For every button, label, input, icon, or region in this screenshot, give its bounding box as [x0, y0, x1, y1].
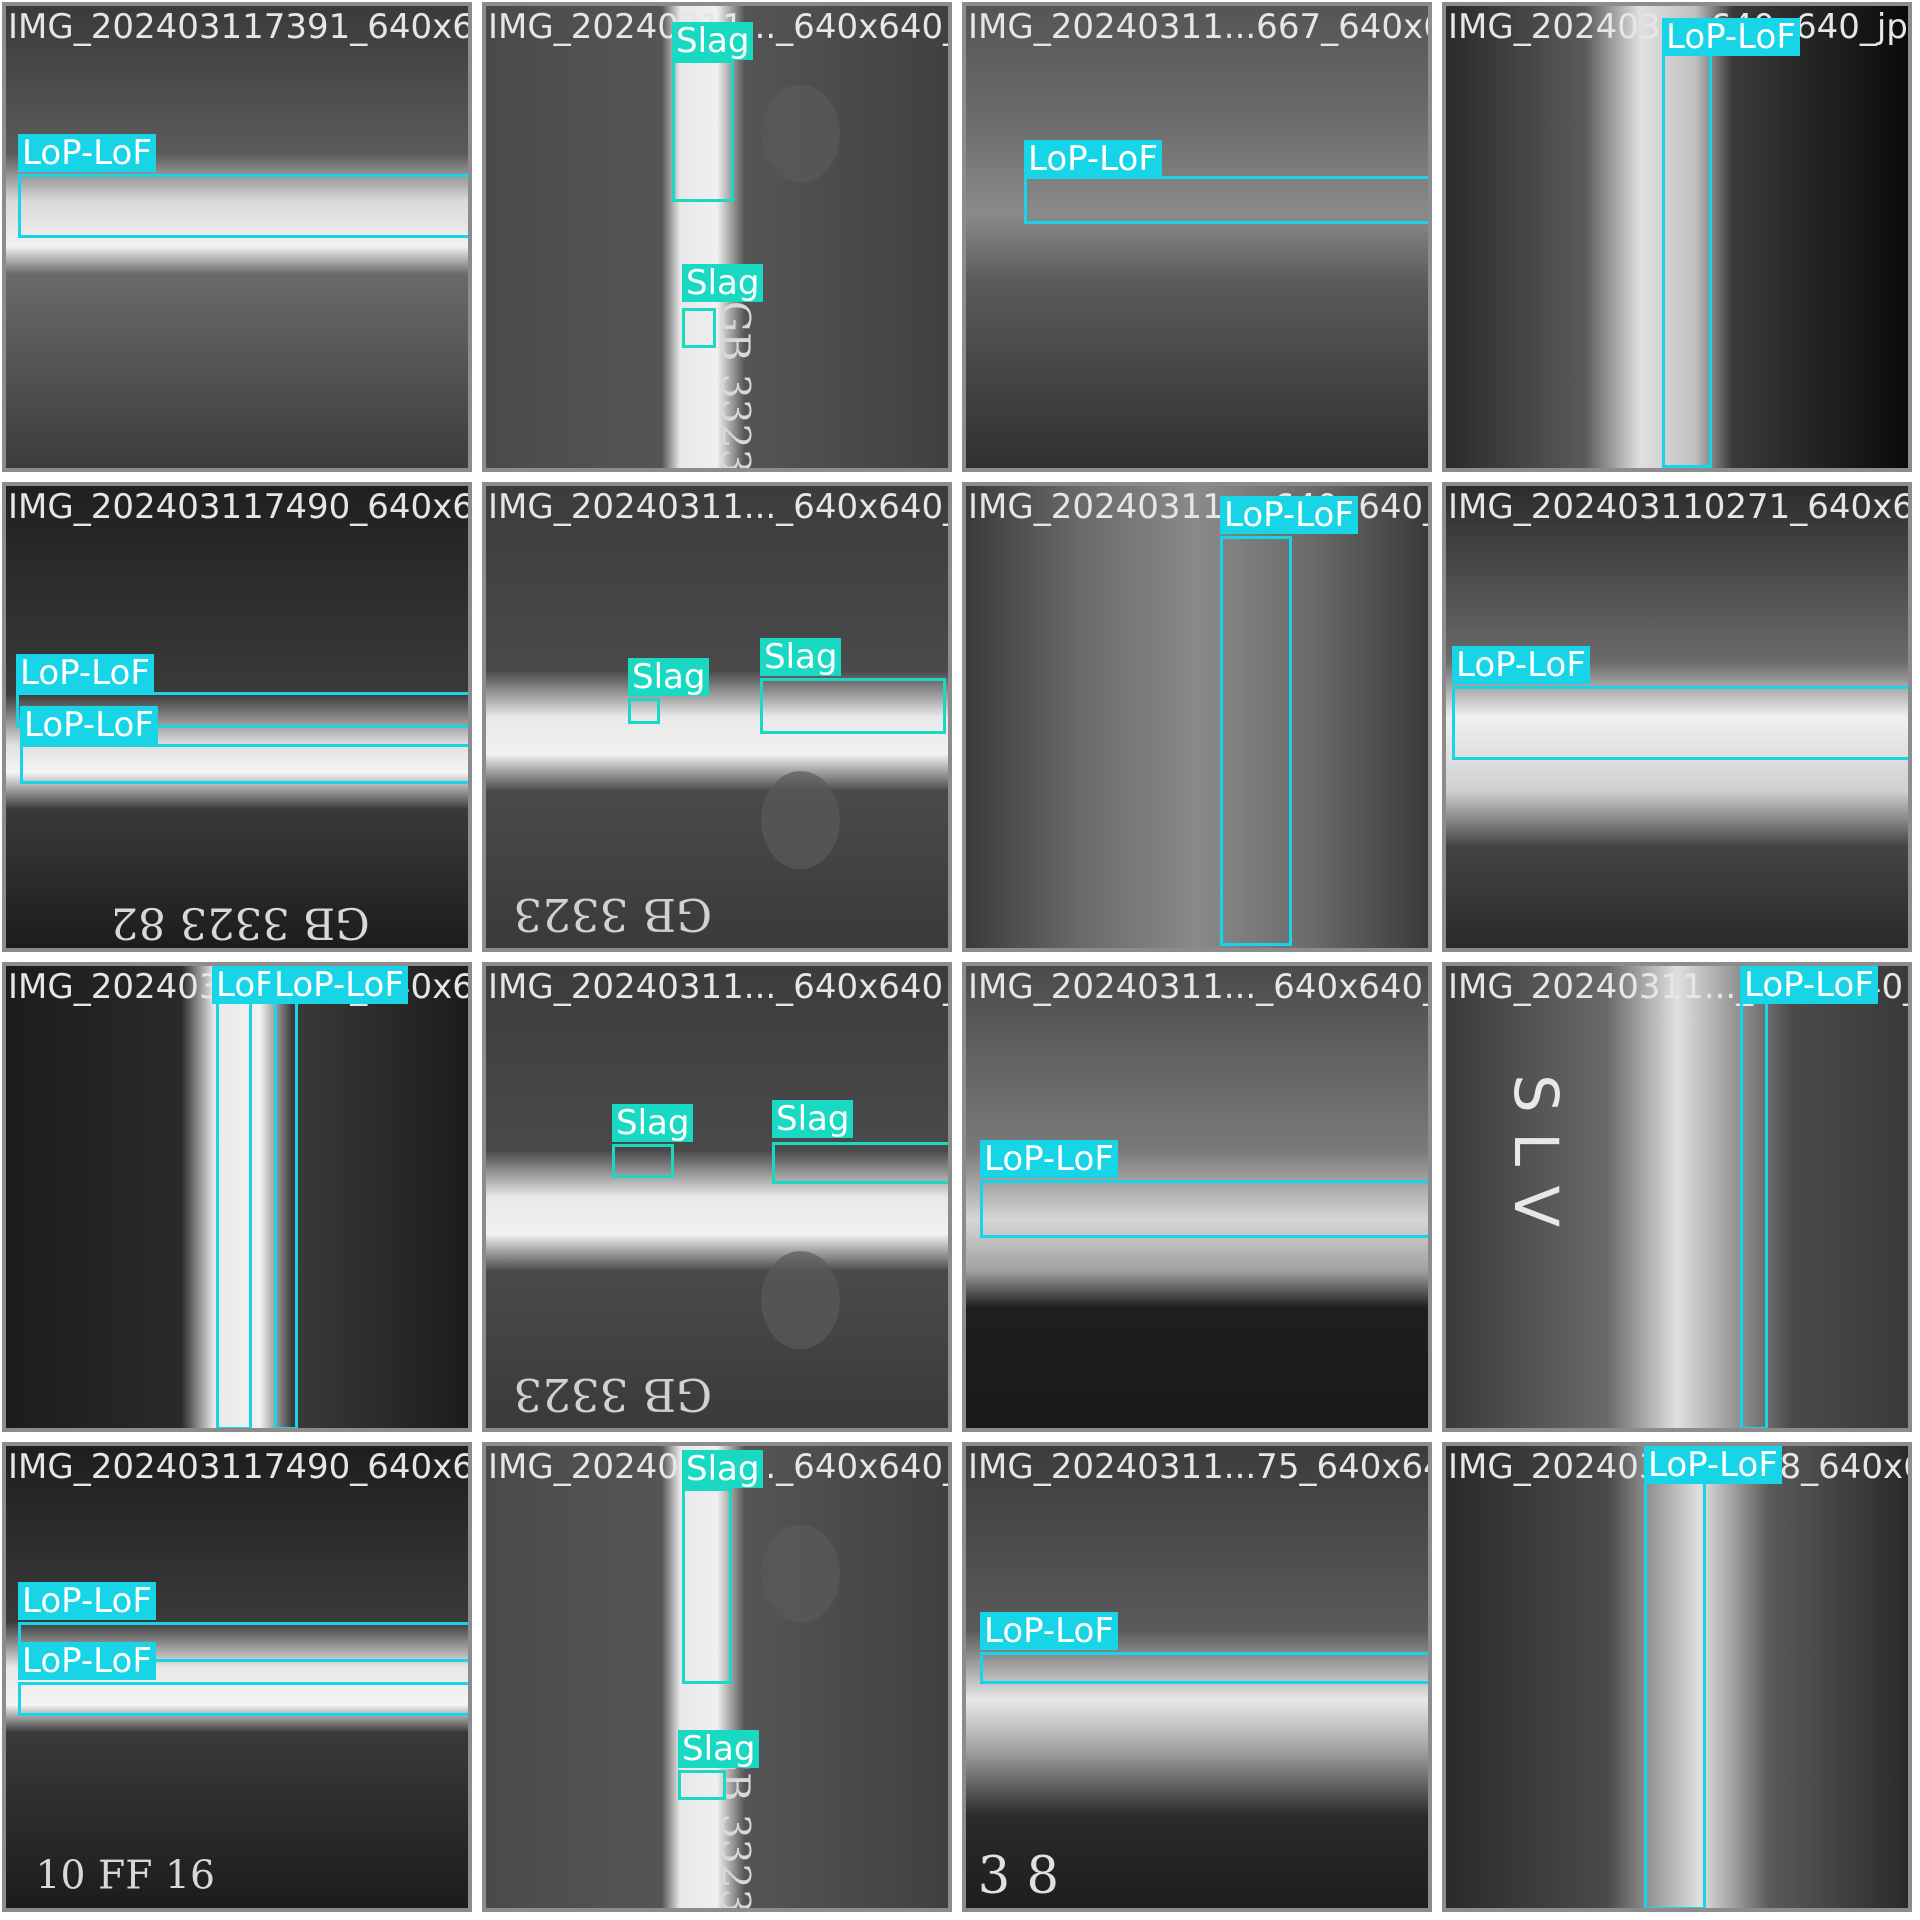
detection-label: LoP-LoF	[980, 1612, 1118, 1650]
svg-text:3 8: 3 8	[978, 1847, 1059, 1906]
detection-label: LoP-LoF	[980, 1140, 1118, 1178]
detection-box	[678, 1770, 726, 1800]
image-tile: IMG_20240311...538_640x640_jpgLoP-LoF	[1442, 1442, 1912, 1912]
detection-box	[682, 1488, 732, 1684]
image-tile: GB 3323 IMG_20240311..._640x640_jpgSlagS…	[482, 1442, 952, 1912]
svg-text:GB 3323: GB 3323	[513, 1368, 712, 1421]
image-tile: IMG_202403110271_640x640_jpg LoP-LoF	[1442, 482, 1912, 952]
tile-filename: IMG_20240311..._640x640_jpg	[968, 970, 1432, 1004]
detection-box	[980, 1180, 1432, 1238]
image-tile: GB 3323 IMG_20240311..._640x640_jpg Slag S…	[482, 962, 952, 1432]
image-tile: GB 3323 IMG_20240311..._640x640_jpg Slag S…	[482, 482, 952, 952]
tile-filename: IMG_202403110271_640x640_jpg	[1448, 490, 1912, 524]
detection-box	[628, 698, 660, 724]
detection-label: Slag	[682, 264, 763, 302]
detection-label: Slag	[678, 1730, 759, 1768]
detection-label: Slag	[772, 1100, 853, 1138]
image-tile: GB 3323 IMG_20240311..._640x640_jpgSlagS…	[482, 2, 952, 472]
image-tile: IMG_202403117490_640x640_jpgLoFLoP-LoF	[2, 962, 472, 1432]
image-tile: GB 3323 82 IMG_202403117490_640x640_jpg L…	[2, 482, 472, 952]
detection-label: LoP-LoF	[1220, 496, 1358, 534]
detection-label: LoP-LoF	[18, 1642, 156, 1680]
detection-box	[980, 1652, 1432, 1684]
detection-label: LoP-LoF	[1740, 966, 1878, 1004]
svg-text:10 FF 16: 10 FF 16	[35, 1853, 215, 1898]
detection-label: LoP-LoF	[1644, 1446, 1782, 1484]
detection-label: LoP-LoF	[16, 654, 154, 692]
detection-label: Slag	[612, 1104, 693, 1142]
tile-filename: IMG_20240311...75_640x640_jpg	[968, 1450, 1432, 1484]
detection-box	[1644, 1460, 1706, 1910]
detection-box	[760, 678, 946, 734]
image-tile: IMG_20240311..._640x640_jpgLoP-LoF	[962, 482, 1432, 952]
detection-box	[274, 980, 298, 1430]
detection-label: Slag	[760, 638, 841, 676]
detection-box	[18, 174, 472, 238]
detection-box	[672, 60, 734, 202]
detection-label: LoP-LoF	[18, 1582, 156, 1620]
detection-box	[18, 1682, 472, 1716]
image-tile: IMG_202403117391_640x640_jpg LoP-LoF	[2, 2, 472, 472]
detection-box	[20, 744, 472, 784]
detection-box	[772, 1142, 952, 1184]
tile-filename: IMG_202403117490_640x640_jpg	[8, 490, 472, 524]
detection-box	[1662, 52, 1712, 468]
detection-label: LoP-LoF	[18, 134, 156, 172]
svg-text:S L V: S L V	[1500, 1074, 1571, 1227]
detection-label: LoF	[212, 966, 279, 1004]
image-tile: IMG_202403..._640x640_jpgLoP-LoF	[1442, 2, 1912, 472]
svg-text:GB 3323 82: GB 3323 82	[111, 898, 370, 948]
xray-image	[966, 6, 1428, 468]
detection-box	[682, 308, 716, 348]
detection-label: Slag	[628, 658, 709, 696]
svg-text:GB 3323: GB 3323	[712, 301, 757, 468]
tile-filename: IMG_202403117490_640x640_jpg	[8, 1450, 472, 1484]
image-tile: S L V IMG_20240311..._640x640_jpgLoP-LoF	[1442, 962, 1912, 1432]
tile-filename: IMG_20240311...667_640x640_jpg	[968, 10, 1432, 44]
image-tile: 3 8 IMG_20240311...75_640x640_jpg LoP-LoF	[962, 1442, 1432, 1912]
detection-label: LoP-LoF	[1662, 18, 1800, 56]
tile-filename: IMG_202403117391_640x640_jpg	[8, 10, 472, 44]
tile-filename: IMG_20240311..._640x640_jpg	[968, 490, 1432, 524]
svg-text:GB 3323: GB 3323	[513, 888, 712, 941]
detection-box	[1740, 980, 1768, 1430]
detection-label: LoP-LoF	[1024, 140, 1162, 178]
image-tile: 10 FF 16 IMG_202403117490_640x640_jpg LoP…	[2, 1442, 472, 1912]
detection-box	[216, 980, 252, 1430]
detection-box	[612, 1144, 674, 1178]
xray-image: S L V	[1446, 966, 1908, 1428]
image-tile: IMG_20240311..._640x640_jpg LoP-LoF	[962, 962, 1432, 1432]
detection-label: LoP-LoF	[1452, 646, 1590, 684]
image-tile: IMG_20240311...667_640x640_jpg LoP-LoF	[962, 2, 1432, 472]
detection-label: LoP-LoF	[270, 966, 408, 1004]
tile-filename: IMG_20240311..._640x640_jpg	[488, 490, 952, 524]
detection-box	[1024, 176, 1432, 224]
xray-image	[966, 486, 1428, 948]
detection-label: Slag	[682, 1450, 763, 1488]
tile-filename: IMG_20240311..._640x640_jpg	[488, 970, 952, 1004]
detection-box	[1452, 686, 1912, 760]
detection-label: Slag	[672, 22, 753, 60]
detection-label: LoP-LoF	[20, 706, 158, 744]
detection-box	[1220, 536, 1292, 946]
xray-image: GB 3323	[486, 966, 948, 1428]
